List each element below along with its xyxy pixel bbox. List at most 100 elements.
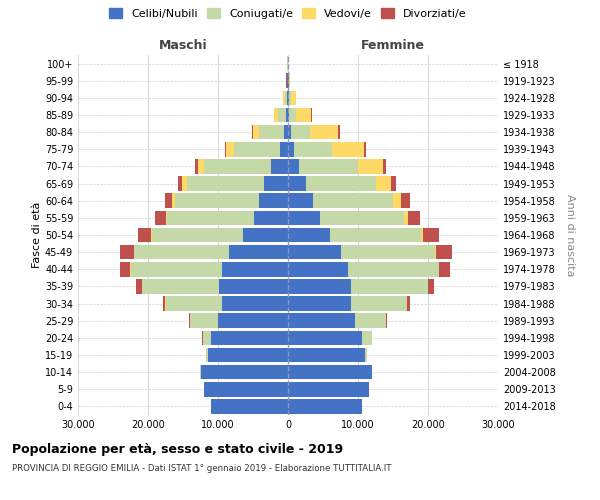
Bar: [284, 125, 288, 140]
Bar: [166, 296, 221, 311]
Bar: [178, 176, 182, 191]
Bar: [151, 228, 242, 242]
Bar: [365, 348, 367, 362]
Bar: [299, 159, 358, 174]
Bar: [167, 210, 254, 225]
Bar: [224, 142, 226, 156]
Text: Maschi: Maschi: [158, 38, 208, 52]
Bar: [435, 245, 436, 260]
Bar: [136, 279, 142, 293]
Bar: [288, 296, 351, 311]
Bar: [234, 142, 280, 156]
Bar: [254, 210, 288, 225]
Bar: [288, 330, 361, 345]
Bar: [288, 90, 289, 105]
Bar: [229, 245, 288, 260]
Bar: [407, 296, 410, 311]
Bar: [439, 262, 450, 276]
Bar: [165, 194, 172, 208]
Bar: [287, 90, 288, 105]
Bar: [408, 210, 421, 225]
Bar: [288, 176, 305, 191]
Bar: [288, 314, 355, 328]
Bar: [291, 125, 310, 140]
Bar: [211, 399, 288, 413]
Bar: [289, 74, 290, 88]
Bar: [259, 194, 288, 208]
Bar: [283, 90, 284, 105]
Bar: [226, 142, 234, 156]
Bar: [271, 159, 288, 174]
Bar: [347, 262, 439, 276]
Bar: [376, 176, 391, 191]
Text: Popolazione per età, sesso e stato civile - 2019: Popolazione per età, sesso e stato civil…: [12, 442, 343, 456]
Bar: [200, 365, 288, 380]
Bar: [436, 245, 452, 260]
Bar: [242, 228, 288, 242]
Bar: [203, 330, 211, 345]
Bar: [351, 279, 428, 293]
Bar: [351, 296, 407, 311]
Bar: [204, 382, 288, 396]
Bar: [252, 125, 253, 140]
Bar: [190, 314, 218, 328]
Bar: [221, 262, 288, 276]
Bar: [313, 194, 393, 208]
Bar: [280, 142, 288, 156]
Bar: [421, 228, 423, 242]
Legend: Celibi/Nubili, Coniugati/e, Vedovi/e, Divorziati/e: Celibi/Nubili, Coniugati/e, Vedovi/e, Di…: [109, 8, 467, 19]
Bar: [393, 194, 401, 208]
Bar: [341, 245, 435, 260]
Bar: [163, 296, 166, 311]
Bar: [288, 348, 365, 362]
Bar: [289, 90, 291, 105]
Bar: [391, 176, 396, 191]
Bar: [187, 176, 263, 191]
Bar: [383, 159, 386, 174]
Bar: [208, 348, 288, 362]
Bar: [182, 176, 187, 191]
Bar: [289, 108, 296, 122]
Bar: [284, 90, 287, 105]
Bar: [198, 159, 204, 174]
Bar: [291, 90, 296, 105]
Bar: [361, 330, 372, 345]
Bar: [288, 125, 291, 140]
Bar: [204, 159, 271, 174]
Bar: [330, 228, 421, 242]
Bar: [138, 228, 151, 242]
Bar: [305, 176, 376, 191]
Bar: [296, 108, 311, 122]
Y-axis label: Fasce di età: Fasce di età: [32, 202, 42, 268]
Text: Femmine: Femmine: [361, 38, 425, 52]
Bar: [320, 210, 404, 225]
Bar: [120, 262, 130, 276]
Bar: [263, 176, 288, 191]
Bar: [288, 142, 293, 156]
Bar: [311, 108, 312, 122]
Bar: [288, 399, 361, 413]
Bar: [286, 108, 288, 122]
Bar: [142, 279, 220, 293]
Bar: [172, 194, 175, 208]
Bar: [195, 159, 198, 174]
Bar: [175, 194, 259, 208]
Bar: [218, 314, 288, 328]
Bar: [288, 365, 372, 380]
Bar: [121, 245, 134, 260]
Bar: [211, 330, 288, 345]
Bar: [134, 245, 229, 260]
Bar: [288, 245, 341, 260]
Bar: [293, 142, 332, 156]
Bar: [259, 125, 284, 140]
Bar: [288, 382, 368, 396]
Y-axis label: Anni di nascita: Anni di nascita: [565, 194, 575, 276]
Bar: [274, 108, 278, 122]
Bar: [358, 159, 383, 174]
Bar: [428, 279, 434, 293]
Bar: [332, 142, 364, 156]
Bar: [278, 108, 286, 122]
Bar: [401, 194, 410, 208]
Bar: [288, 228, 330, 242]
Bar: [220, 279, 288, 293]
